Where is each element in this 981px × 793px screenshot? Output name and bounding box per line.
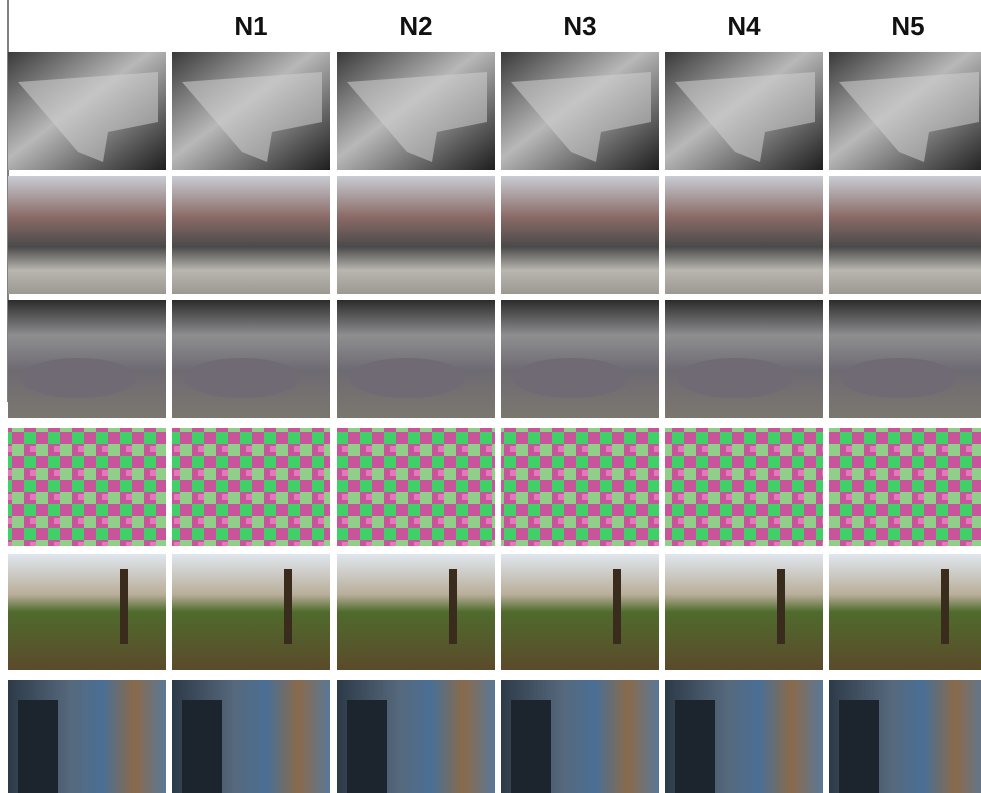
image-cell (501, 300, 659, 418)
car-shape (20, 358, 136, 398)
image-cell (829, 428, 981, 546)
image-cell (501, 52, 659, 170)
image (501, 428, 659, 546)
image (172, 554, 330, 670)
tree-trunk (941, 569, 949, 644)
image (337, 176, 495, 294)
image-cell (665, 176, 823, 294)
image-cell (829, 300, 981, 418)
image-cell (337, 554, 495, 670)
image-cell (337, 52, 495, 170)
image (8, 176, 166, 294)
image-cell (501, 554, 659, 670)
image-cell (829, 554, 981, 670)
image (8, 554, 166, 670)
image (665, 176, 823, 294)
column-header: N5 (891, 11, 924, 41)
image-cell (337, 300, 495, 418)
image (172, 428, 330, 546)
image (501, 176, 659, 294)
image-cell (8, 680, 166, 793)
tree-trunk (284, 569, 292, 644)
image-cell (172, 680, 330, 793)
image-cell (8, 428, 166, 546)
column-header: N1 (234, 11, 267, 41)
image-cell (8, 52, 166, 170)
image-cell (665, 428, 823, 546)
tree-trunk (613, 569, 621, 644)
image-cell (665, 300, 823, 418)
image (829, 176, 981, 294)
image (337, 554, 495, 670)
image-cell (8, 176, 166, 294)
column-header: N2 (399, 11, 432, 41)
image-cell (829, 52, 981, 170)
door (511, 700, 551, 793)
tree-trunk (120, 569, 128, 644)
image-cell (172, 428, 330, 546)
car-shape (349, 358, 465, 398)
door (839, 700, 879, 793)
door (675, 700, 715, 793)
tree-trunk (777, 569, 785, 644)
image (829, 428, 981, 546)
image-cell (665, 52, 823, 170)
car-shape (841, 358, 957, 398)
image-cell (665, 680, 823, 793)
door (18, 700, 58, 793)
image (829, 554, 981, 670)
image-cell (8, 300, 166, 418)
image-cell (501, 176, 659, 294)
image-cell (829, 680, 981, 793)
car-shape (677, 358, 793, 398)
image-cell (829, 176, 981, 294)
image-cell (501, 428, 659, 546)
image-grid (8, 52, 981, 793)
image (665, 554, 823, 670)
column-header: N3 (563, 11, 596, 41)
image-cell (337, 176, 495, 294)
car-shape (184, 358, 300, 398)
tree-trunk (449, 569, 457, 644)
door (347, 700, 387, 793)
column-header: N4 (727, 11, 761, 41)
image-cell (665, 554, 823, 670)
image-cell (501, 680, 659, 793)
image (665, 428, 823, 546)
figure: N1 N2 N3 N4 N5 (0, 0, 981, 793)
image-cell (8, 554, 166, 670)
image-cell (337, 680, 495, 793)
image (8, 428, 166, 546)
image-cell (337, 428, 495, 546)
image-cell (172, 300, 330, 418)
car-shape (513, 358, 629, 398)
image (501, 554, 659, 670)
door (182, 700, 222, 793)
image (337, 428, 495, 546)
image-cell (172, 52, 330, 170)
column-headers: N1 N2 N3 N4 N5 (234, 11, 924, 41)
image-cell (172, 176, 330, 294)
image (172, 176, 330, 294)
image-cell (172, 554, 330, 670)
